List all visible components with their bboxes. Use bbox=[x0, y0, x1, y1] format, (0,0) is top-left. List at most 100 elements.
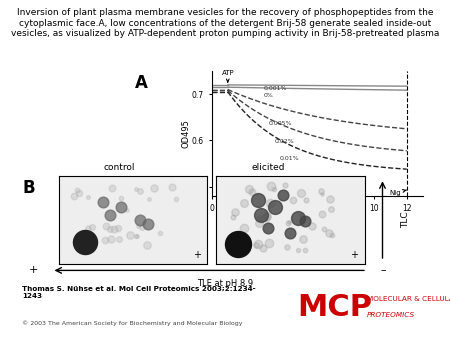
Point bbox=[229, 214, 236, 219]
Text: 0.001%: 0.001% bbox=[264, 86, 287, 91]
Text: A: A bbox=[135, 74, 148, 92]
Text: TLC: TLC bbox=[401, 211, 410, 228]
Text: Thomas S. Nühse et al. Mol Cell Proteomics 2003;2:1234-
1243: Thomas S. Nühse et al. Mol Cell Proteomi… bbox=[22, 286, 256, 298]
Point bbox=[168, 184, 176, 189]
Text: elicited: elicited bbox=[251, 163, 284, 172]
Point bbox=[156, 230, 163, 236]
Point bbox=[318, 191, 325, 196]
Point bbox=[144, 221, 151, 227]
Point bbox=[126, 232, 134, 237]
Point bbox=[81, 239, 89, 244]
Point bbox=[89, 225, 96, 230]
Point bbox=[133, 233, 140, 238]
Point bbox=[172, 196, 180, 201]
Point bbox=[302, 219, 309, 224]
Point bbox=[110, 227, 117, 232]
Point bbox=[239, 246, 247, 251]
Text: +: + bbox=[193, 250, 201, 260]
Point bbox=[283, 244, 290, 250]
Point bbox=[137, 217, 144, 222]
Point bbox=[298, 213, 305, 218]
Text: +: + bbox=[350, 250, 358, 260]
X-axis label: Time (min): Time (min) bbox=[294, 218, 340, 227]
Point bbox=[284, 220, 291, 226]
Point bbox=[150, 186, 158, 191]
Point bbox=[237, 237, 244, 242]
Text: Nig: Nig bbox=[390, 190, 407, 196]
Point bbox=[139, 224, 146, 230]
Point bbox=[99, 199, 107, 205]
Point bbox=[308, 223, 315, 229]
Point bbox=[270, 186, 278, 191]
Point bbox=[254, 242, 261, 247]
Point bbox=[123, 207, 130, 212]
Point bbox=[109, 185, 116, 190]
Point bbox=[282, 183, 289, 188]
Text: Inversion of plant plasma membrane vesicles for the recovery of phosphopeptides : Inversion of plant plasma membrane vesic… bbox=[11, 8, 439, 38]
Point bbox=[328, 232, 336, 237]
Point bbox=[326, 196, 333, 202]
Point bbox=[241, 225, 248, 231]
Text: –: – bbox=[380, 265, 386, 275]
Point bbox=[263, 214, 270, 219]
Point bbox=[279, 192, 286, 198]
Point bbox=[325, 231, 332, 236]
Text: 0.02%: 0.02% bbox=[275, 139, 295, 144]
Point bbox=[268, 184, 275, 189]
Point bbox=[84, 225, 91, 231]
Point bbox=[107, 213, 114, 218]
Point bbox=[245, 187, 252, 192]
Point bbox=[328, 206, 335, 212]
Point bbox=[241, 201, 248, 206]
Text: MOLECULAR & CELLULAR: MOLECULAR & CELLULAR bbox=[367, 296, 450, 302]
Text: +: + bbox=[29, 265, 38, 275]
Point bbox=[272, 204, 279, 209]
Point bbox=[317, 189, 324, 194]
Point bbox=[117, 204, 125, 209]
Point bbox=[301, 247, 308, 253]
Point bbox=[253, 243, 260, 248]
Point bbox=[285, 220, 292, 225]
Point bbox=[257, 213, 264, 218]
Point bbox=[117, 195, 124, 200]
Y-axis label: OD495: OD495 bbox=[181, 119, 190, 148]
Point bbox=[254, 198, 261, 203]
Text: PROTEOMICS: PROTEOMICS bbox=[367, 312, 415, 318]
Point bbox=[262, 214, 270, 220]
Point bbox=[235, 242, 242, 247]
Point bbox=[73, 188, 81, 193]
Point bbox=[144, 242, 151, 247]
Point bbox=[265, 240, 272, 246]
Point bbox=[320, 226, 328, 232]
Point bbox=[265, 226, 272, 231]
Point bbox=[76, 190, 83, 195]
Point bbox=[145, 196, 153, 201]
Point bbox=[232, 209, 239, 214]
Text: ATP: ATP bbox=[221, 70, 234, 82]
Point bbox=[302, 197, 309, 203]
Point bbox=[136, 189, 143, 194]
Point bbox=[298, 190, 305, 196]
Point bbox=[107, 226, 114, 232]
Point bbox=[290, 197, 297, 202]
Point bbox=[255, 215, 262, 220]
Point bbox=[295, 247, 302, 252]
Point bbox=[107, 236, 114, 242]
Point bbox=[248, 189, 255, 194]
Text: © 2003 The American Society for Biochemistry and Molecular Biology: © 2003 The American Society for Biochemi… bbox=[22, 320, 243, 326]
Point bbox=[102, 223, 109, 229]
Point bbox=[70, 193, 77, 199]
Point bbox=[132, 234, 139, 239]
Point bbox=[101, 237, 108, 243]
Point bbox=[85, 194, 92, 199]
Point bbox=[318, 211, 325, 217]
Text: 0%: 0% bbox=[264, 93, 274, 98]
Point bbox=[287, 230, 294, 236]
Point bbox=[132, 187, 139, 192]
Text: control: control bbox=[104, 163, 135, 172]
Point bbox=[115, 225, 122, 231]
Point bbox=[116, 236, 123, 241]
Text: TLE at pH 8.9: TLE at pH 8.9 bbox=[197, 279, 253, 288]
Point bbox=[255, 221, 262, 226]
Point bbox=[299, 236, 306, 242]
